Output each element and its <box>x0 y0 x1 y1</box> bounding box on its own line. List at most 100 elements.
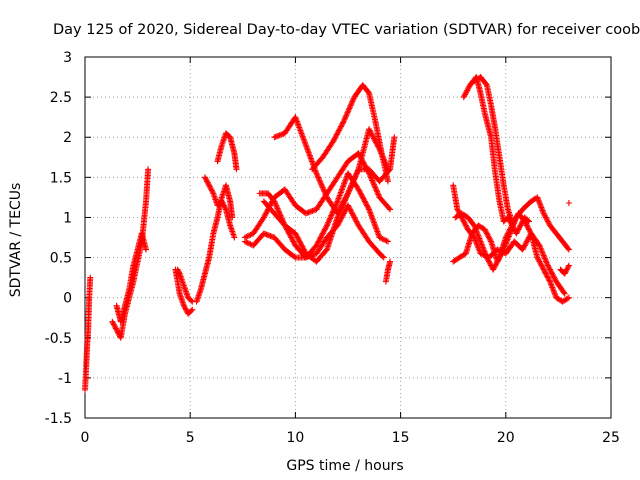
data-point <box>345 190 351 197</box>
data-point <box>361 197 368 204</box>
data-point <box>509 218 516 225</box>
data-point <box>537 245 544 252</box>
data-point <box>341 197 348 204</box>
data-point <box>561 270 568 277</box>
data-point <box>349 180 356 187</box>
data-point <box>350 213 357 220</box>
data-point <box>509 223 516 230</box>
data-point <box>294 234 301 241</box>
data-point <box>355 150 362 157</box>
data-point <box>291 253 298 260</box>
data-point <box>380 254 387 261</box>
data-point <box>206 183 213 190</box>
data-point <box>328 212 335 219</box>
y-tick-label: -1.5 <box>45 411 72 427</box>
data-point <box>527 229 534 236</box>
data-point <box>229 214 236 221</box>
data-point <box>272 201 279 208</box>
data-point <box>537 243 544 250</box>
data-point <box>539 263 546 270</box>
data-point <box>342 195 349 202</box>
data-point <box>345 202 351 209</box>
data-point <box>485 258 492 265</box>
data-point <box>525 225 532 232</box>
x-tick-label: 10 <box>286 430 304 446</box>
data-point <box>518 219 525 226</box>
data-point <box>538 248 545 255</box>
data-point <box>313 242 320 249</box>
data-point <box>510 225 517 232</box>
data-point <box>206 182 213 189</box>
data-point <box>351 176 358 183</box>
data-point <box>482 80 489 87</box>
data-point <box>338 122 345 129</box>
chart-title: Day 125 of 2020, Sidereal Day-to-day VTE… <box>53 22 640 38</box>
data-point <box>188 297 195 304</box>
data-point <box>524 237 531 244</box>
data-point <box>112 325 119 332</box>
data-point <box>342 113 349 120</box>
data-point <box>346 187 353 194</box>
data-point <box>383 237 390 244</box>
data-point <box>342 115 349 122</box>
data-point <box>320 187 327 194</box>
data-point <box>333 132 340 139</box>
data-point <box>317 178 324 185</box>
data-point <box>544 261 551 268</box>
data-point <box>542 269 549 276</box>
data-point <box>352 215 359 222</box>
data-point <box>387 258 394 265</box>
data-point <box>370 181 377 188</box>
data-point <box>335 127 342 134</box>
data-point <box>180 302 187 309</box>
data-point <box>298 242 305 249</box>
data-point <box>271 198 278 205</box>
data-point <box>524 217 531 224</box>
data-point <box>544 273 551 280</box>
data-point <box>348 183 355 190</box>
data-point <box>113 326 120 333</box>
data-point <box>540 252 547 259</box>
data-point <box>354 169 361 176</box>
data-point <box>481 226 488 233</box>
data-point <box>208 186 215 193</box>
data-point <box>492 261 499 268</box>
data-point <box>516 225 523 232</box>
data-point <box>219 199 226 206</box>
data-point <box>503 233 510 240</box>
data-point <box>537 259 544 266</box>
data-point <box>565 294 572 301</box>
data-point <box>299 243 306 250</box>
data-point <box>174 266 181 273</box>
data-point <box>316 235 323 242</box>
data-point <box>486 235 493 242</box>
data-point <box>495 257 502 264</box>
x-tick-label: 15 <box>392 430 410 446</box>
data-point <box>290 238 297 245</box>
data-point <box>460 94 467 101</box>
data-point <box>505 229 512 236</box>
data-point <box>231 234 238 241</box>
data-point <box>461 219 468 226</box>
data-point <box>203 177 210 184</box>
data-point <box>544 218 551 225</box>
data-point <box>387 206 394 213</box>
data-point <box>490 266 497 273</box>
data-point <box>293 231 300 238</box>
data-point <box>350 177 357 184</box>
y-tick-label: 0 <box>63 291 72 307</box>
data-point <box>347 102 354 109</box>
data-point <box>348 99 355 106</box>
data-point <box>275 206 282 213</box>
data-point <box>384 238 391 245</box>
data-point <box>492 262 499 269</box>
data-point <box>201 174 208 181</box>
data-point <box>483 229 490 236</box>
data-point <box>382 237 389 244</box>
data-point <box>243 239 250 246</box>
data-point <box>315 174 322 181</box>
data-point <box>340 199 347 206</box>
data-point <box>208 187 215 194</box>
y-tick-label: 3 <box>63 50 72 66</box>
axis-ticks: 0 5 10 15 20 25 -1.5 -1 -0.5 0 0.5 1 1.5 2 2.5 3 <box>45 50 620 446</box>
